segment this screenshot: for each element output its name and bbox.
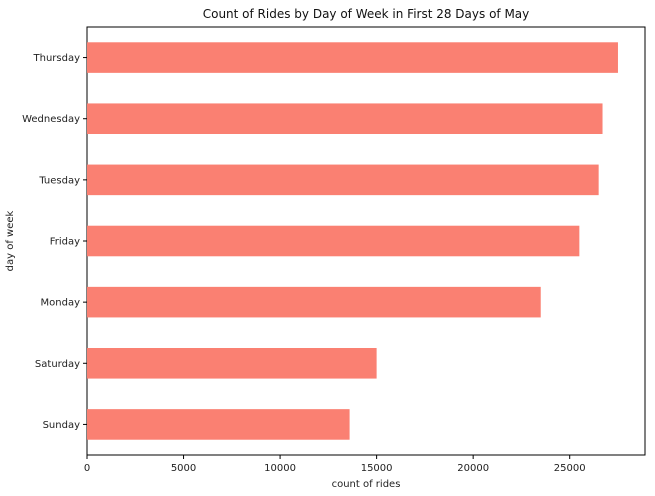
x-tick-label: 20000 bbox=[457, 463, 489, 474]
y-tick-label: Thursday bbox=[33, 53, 81, 64]
x-tick-label: 5000 bbox=[171, 463, 196, 474]
bar-wednesday bbox=[87, 103, 603, 134]
y-tick-label: Saturday bbox=[35, 359, 80, 370]
y-axis-label: day of week bbox=[5, 210, 16, 271]
chart-title: Count of Rides by Day of Week in First 2… bbox=[203, 7, 530, 21]
x-tick-label: 10000 bbox=[264, 463, 296, 474]
x-tick-label: 0 bbox=[84, 463, 90, 474]
bar-friday bbox=[87, 225, 580, 257]
y-tick-label: Monday bbox=[41, 298, 81, 309]
x-tick-label: 25000 bbox=[554, 463, 586, 474]
y-tick-label: Tuesday bbox=[38, 175, 80, 186]
bar-thursday bbox=[87, 42, 618, 73]
y-tick-label: Friday bbox=[50, 237, 80, 248]
x-axis-label: count of rides bbox=[332, 479, 401, 490]
bar-monday bbox=[87, 286, 541, 318]
bar-sunday bbox=[87, 409, 350, 440]
bar-saturday bbox=[87, 348, 377, 379]
y-tick-label: Sunday bbox=[43, 420, 80, 431]
x-tick-label: 15000 bbox=[361, 463, 393, 474]
y-tick-label: Wednesday bbox=[22, 114, 80, 125]
bar-tuesday bbox=[87, 164, 599, 196]
